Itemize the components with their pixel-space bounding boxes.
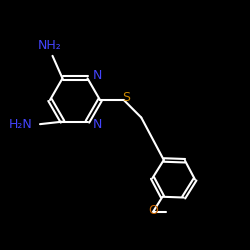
Text: NH₂: NH₂ [38, 39, 62, 52]
Text: H₂N: H₂N [9, 118, 32, 131]
Text: N: N [92, 118, 102, 131]
Text: O: O [148, 204, 158, 217]
Text: S: S [122, 91, 130, 104]
Text: N: N [92, 69, 102, 82]
